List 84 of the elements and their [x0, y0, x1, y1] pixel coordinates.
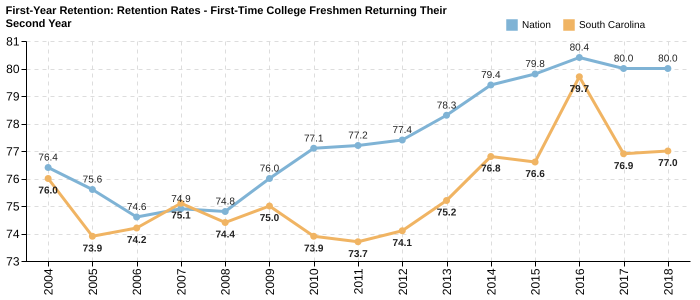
data-label: 75.6: [82, 174, 103, 186]
y-tick-label: 76: [6, 172, 20, 186]
point: [576, 73, 583, 80]
y-tick-label: 77: [6, 144, 20, 158]
x-tick-label: 2017: [617, 268, 632, 296]
data-label: 75.2: [436, 208, 457, 218]
x-tick-label: 2010: [307, 268, 322, 296]
data-label: 80.0: [614, 54, 634, 64]
point: [44, 174, 52, 182]
data-label: 80.4: [570, 42, 590, 54]
data-label: 74.6: [126, 202, 147, 213]
point: [354, 238, 362, 246]
x-tick-label: 2006: [130, 268, 144, 296]
y-tick-label: 81: [6, 34, 20, 48]
point: [442, 112, 450, 119]
point: [398, 136, 406, 144]
point: [44, 164, 52, 172]
chart-title: First-Year Retention: Retention Rates - First-Time College Freshmen Returning Their Second Year: [6, 5, 448, 30]
data-label: 76.4: [38, 152, 58, 164]
point: [310, 232, 318, 240]
data-label: 74.8: [215, 196, 236, 208]
legend-label: South Carolina: [579, 20, 646, 31]
data-label: 79.8: [525, 59, 546, 70]
data-label: 74.4: [215, 230, 236, 240]
point: [664, 64, 672, 72]
point: [354, 142, 362, 150]
data-label: 77.1: [304, 133, 324, 144]
data-label: 80.0: [658, 54, 678, 64]
data-label: 77.2: [348, 130, 368, 142]
x-tick-label: 2015: [528, 268, 543, 296]
point: [266, 174, 274, 182]
point: [88, 186, 96, 194]
x-tick-label: 2005: [86, 268, 100, 296]
x-tick-label: 2004: [42, 268, 56, 296]
y-tick-label: 74: [6, 227, 20, 241]
point: [664, 147, 672, 155]
data-label: 77.0: [658, 158, 678, 169]
point: [398, 227, 406, 234]
point: [88, 232, 96, 240]
point: [442, 196, 450, 204]
data-label: 76.0: [38, 186, 58, 196]
point: [532, 158, 539, 166]
data-label: 75.0: [260, 213, 280, 224]
x-tick-label: 2008: [218, 268, 233, 296]
data-label: 74.1: [392, 238, 412, 249]
x-tick-label: 2018: [661, 268, 676, 296]
x-tick-label: 2013: [440, 268, 454, 296]
x-tick-label: 2011: [352, 268, 366, 294]
legend-label: Nation: [522, 20, 551, 31]
point: [222, 218, 229, 226]
data-label: 78.3: [436, 100, 457, 112]
data-label: 79.4: [481, 70, 501, 81]
y-tick-label: 75: [6, 200, 20, 214]
x-tick-label: 2009: [262, 268, 277, 296]
point: [620, 64, 628, 72]
x-tick-label: 2014: [484, 268, 498, 296]
y-tick-label: 73: [6, 254, 20, 268]
data-label: 77.4: [392, 125, 412, 136]
point: [310, 144, 318, 152]
y-tick-label: 79: [6, 90, 20, 104]
point: [487, 152, 494, 160]
data-label: 74.2: [126, 235, 147, 246]
data-label: 73.7: [348, 248, 368, 260]
point: [133, 224, 140, 232]
data-label: 75.1: [171, 210, 192, 222]
y-tick-label: 78: [6, 117, 20, 131]
data-label: 76.0: [260, 164, 280, 174]
y-tick-label: 80: [6, 62, 20, 76]
point: [133, 213, 140, 221]
data-label: 76.6: [525, 169, 546, 180]
data-label: 73.9: [82, 243, 103, 254]
x-tick-label: 2016: [572, 268, 587, 296]
point: [576, 54, 583, 62]
data-label: 74.9: [171, 194, 192, 205]
x-tick-label: 2007: [174, 268, 188, 296]
point: [266, 202, 274, 210]
data-label: 76.8: [481, 164, 501, 174]
point: [487, 81, 494, 89]
point: [222, 208, 229, 216]
point: [620, 150, 628, 158]
x-tick-label: 2012: [396, 268, 410, 296]
data-label: 76.9: [614, 160, 634, 172]
point: [532, 70, 539, 78]
data-label: 73.9: [304, 243, 324, 254]
